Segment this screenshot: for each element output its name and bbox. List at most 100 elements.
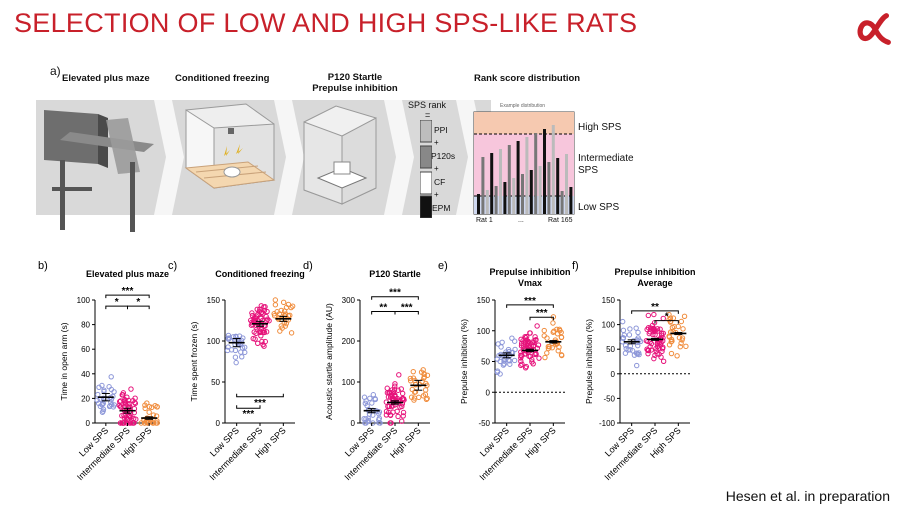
data-point bbox=[99, 409, 106, 415]
chart-title: Prepulse inhibition bbox=[614, 267, 695, 277]
y-tick-label: -50 bbox=[478, 419, 490, 428]
data-point bbox=[532, 351, 538, 358]
data-point bbox=[527, 330, 533, 336]
data-point bbox=[529, 356, 535, 363]
data-point bbox=[400, 413, 406, 419]
data-point bbox=[648, 325, 655, 332]
data-point bbox=[261, 343, 267, 349]
y-tick-label: 50 bbox=[606, 345, 615, 354]
y-tick-label: 100 bbox=[342, 378, 356, 387]
significance-label: *** bbox=[122, 286, 134, 297]
data-point bbox=[388, 420, 394, 426]
data-point bbox=[225, 332, 232, 339]
citation: Hesen et al. in preparation bbox=[725, 488, 890, 504]
rank-bar bbox=[534, 133, 538, 214]
data-point bbox=[523, 351, 529, 357]
data-point bbox=[523, 363, 530, 370]
data-point bbox=[397, 404, 403, 410]
data-point bbox=[400, 409, 407, 416]
significance-label: ** bbox=[379, 302, 387, 313]
data-point bbox=[128, 386, 134, 392]
data-point bbox=[519, 361, 525, 367]
zone-intermediate-label: Intermediate SPS bbox=[578, 153, 634, 176]
data-point bbox=[364, 403, 370, 409]
data-point bbox=[238, 340, 244, 347]
rank-bar bbox=[521, 174, 524, 214]
data-point bbox=[645, 347, 652, 354]
data-point bbox=[365, 417, 372, 424]
scatter-charts: b) Elevated plus maze 0 20 40 60 80 100 Time in … bbox=[38, 260, 696, 482]
y-tick-label: 60 bbox=[81, 345, 90, 354]
rank-bar bbox=[481, 157, 485, 214]
y-tick-label: 150 bbox=[477, 296, 491, 305]
data-point bbox=[119, 392, 125, 398]
rank-bar bbox=[512, 178, 516, 214]
data-point bbox=[531, 338, 537, 344]
significance-label: *** bbox=[254, 398, 266, 409]
y-tick-label: -100 bbox=[599, 419, 616, 428]
data-point bbox=[668, 350, 675, 357]
sps-rank-equals: = bbox=[425, 110, 431, 120]
sps-rank-ppi: PPI bbox=[434, 125, 448, 135]
y-axis-label: Time in open arm (s) bbox=[59, 322, 69, 400]
data-point bbox=[367, 395, 373, 401]
data-point bbox=[125, 404, 132, 411]
zone-high-label: High SPS bbox=[578, 122, 622, 133]
data-point bbox=[399, 418, 405, 424]
data-point bbox=[142, 420, 148, 426]
data-point bbox=[674, 353, 680, 359]
data-point bbox=[407, 375, 414, 382]
data-point bbox=[511, 357, 518, 364]
rank-bar bbox=[569, 187, 573, 214]
data-point bbox=[422, 387, 429, 393]
data-point bbox=[150, 420, 156, 426]
data-point bbox=[280, 299, 287, 306]
data-point bbox=[251, 329, 257, 335]
data-point bbox=[258, 329, 264, 335]
data-point bbox=[370, 420, 376, 426]
data-point bbox=[248, 322, 255, 328]
data-point bbox=[555, 348, 561, 354]
data-point bbox=[100, 406, 107, 413]
data-point bbox=[423, 396, 430, 403]
rank-bar bbox=[494, 186, 498, 214]
data-point bbox=[392, 381, 398, 387]
data-point bbox=[389, 392, 395, 398]
chart-title: Elevated plus maze bbox=[86, 269, 169, 279]
data-point bbox=[409, 386, 415, 393]
significance-label: ** bbox=[651, 302, 659, 313]
data-point bbox=[283, 304, 290, 311]
y-axis-label: Prepulse inhibition (%) bbox=[584, 319, 594, 404]
data-point bbox=[278, 323, 284, 329]
data-point bbox=[254, 340, 261, 347]
data-point bbox=[518, 352, 524, 359]
y-tick-label: 100 bbox=[602, 321, 616, 330]
data-point bbox=[620, 335, 627, 341]
data-point bbox=[498, 344, 504, 350]
data-point bbox=[242, 349, 248, 356]
rank-bar bbox=[477, 194, 480, 214]
data-point bbox=[666, 334, 673, 340]
elevated-plus-maze-illustration bbox=[44, 110, 154, 232]
y-axis-label: Prepulse inhibition (%) bbox=[459, 319, 469, 404]
data-point bbox=[556, 326, 563, 332]
data-point bbox=[386, 403, 392, 409]
data-point bbox=[287, 312, 293, 318]
data-point bbox=[395, 387, 401, 393]
data-point bbox=[619, 318, 626, 325]
data-point bbox=[494, 369, 501, 376]
chart-c: c) Conditioned freezing 0 50 100 150 Time spen… bbox=[168, 260, 305, 482]
data-point bbox=[657, 326, 663, 332]
data-point bbox=[251, 317, 257, 324]
rank-x-end: Rat 165 bbox=[548, 217, 573, 224]
data-point bbox=[372, 396, 379, 403]
data-point bbox=[150, 412, 157, 418]
data-point bbox=[254, 306, 260, 312]
data-point bbox=[677, 344, 683, 350]
data-point bbox=[416, 394, 422, 401]
chevron-arrow-icon bbox=[274, 100, 304, 215]
data-point bbox=[544, 335, 550, 341]
data-point bbox=[633, 325, 639, 331]
data-point bbox=[635, 329, 641, 336]
